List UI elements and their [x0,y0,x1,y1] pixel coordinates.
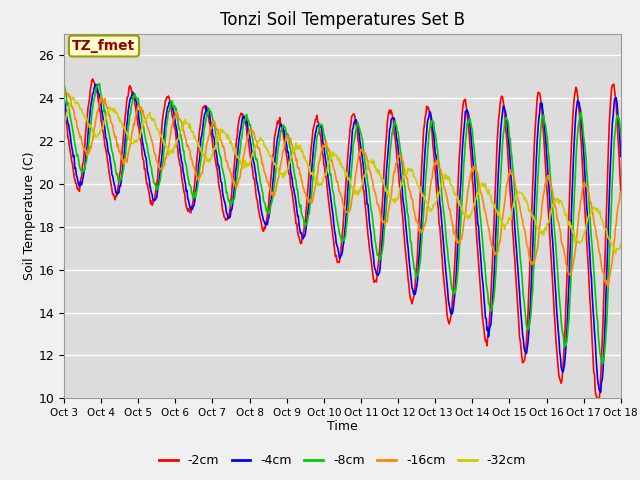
-2cm [389,114,397,120]
-32cm [612,251,620,256]
-16cm [604,283,611,289]
-32cm [617,241,625,247]
-8cm [96,81,104,87]
-8cm [444,247,451,253]
-2cm [335,259,342,265]
-16cm [617,190,625,196]
-4cm [597,389,605,395]
-32cm [207,156,215,162]
-4cm [444,287,451,292]
-2cm [566,165,574,170]
-2cm [60,105,68,110]
X-axis label: Time: Time [327,420,358,432]
-16cm [182,138,190,144]
-4cm [183,188,191,193]
-2cm [617,188,625,193]
-2cm [89,76,97,82]
Y-axis label: Soil Temperature (C): Soil Temperature (C) [22,152,36,280]
-4cm [335,249,342,255]
-8cm [598,361,606,367]
-8cm [617,131,625,136]
-2cm [594,399,602,405]
Line: -2cm: -2cm [64,79,621,402]
-4cm [207,121,215,127]
Line: -8cm: -8cm [64,84,621,364]
-8cm [566,286,574,291]
-4cm [60,96,68,102]
-8cm [183,168,191,173]
-16cm [60,87,68,93]
-32cm [335,157,342,163]
-8cm [389,128,397,133]
Line: -16cm: -16cm [64,90,621,286]
-8cm [335,225,342,230]
-8cm [60,81,68,87]
-4cm [92,82,100,87]
-16cm [566,272,573,277]
-4cm [566,239,574,244]
-16cm [206,125,214,131]
Legend: -2cm, -4cm, -8cm, -16cm, -32cm: -2cm, -4cm, -8cm, -16cm, -32cm [154,449,531,472]
-16cm [443,194,451,200]
-4cm [617,154,625,159]
-2cm [183,205,191,211]
Line: -4cm: -4cm [64,84,621,392]
-32cm [60,117,68,123]
Text: TZ_fmet: TZ_fmet [72,39,136,53]
Title: Tonzi Soil Temperatures Set B: Tonzi Soil Temperatures Set B [220,11,465,29]
-16cm [388,185,396,191]
-8cm [207,108,215,114]
-2cm [444,315,451,321]
-32cm [444,177,451,182]
-32cm [566,225,574,230]
Line: -32cm: -32cm [64,97,621,253]
-2cm [207,131,215,137]
-32cm [389,196,397,202]
-32cm [69,95,77,100]
-4cm [389,115,397,120]
-32cm [183,120,191,126]
-16cm [334,179,342,185]
